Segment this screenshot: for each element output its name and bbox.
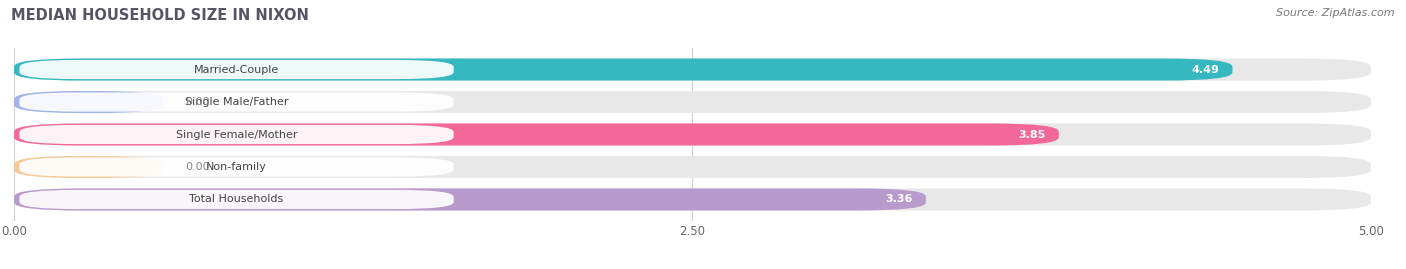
Text: Married-Couple: Married-Couple xyxy=(194,65,280,75)
FancyBboxPatch shape xyxy=(14,58,1371,81)
Text: Total Households: Total Households xyxy=(190,194,284,204)
Text: Non-family: Non-family xyxy=(207,162,267,172)
Text: Source: ZipAtlas.com: Source: ZipAtlas.com xyxy=(1277,8,1395,18)
Text: Single Male/Father: Single Male/Father xyxy=(184,97,288,107)
FancyBboxPatch shape xyxy=(14,91,1371,113)
FancyBboxPatch shape xyxy=(14,188,1371,211)
Text: 0.00: 0.00 xyxy=(186,97,209,107)
Text: Single Female/Mother: Single Female/Mother xyxy=(176,129,297,140)
FancyBboxPatch shape xyxy=(14,156,1371,178)
Text: 0.00: 0.00 xyxy=(186,162,209,172)
Text: MEDIAN HOUSEHOLD SIZE IN NIXON: MEDIAN HOUSEHOLD SIZE IN NIXON xyxy=(11,8,309,23)
Text: 4.49: 4.49 xyxy=(1191,65,1219,75)
Text: 3.85: 3.85 xyxy=(1018,129,1045,140)
FancyBboxPatch shape xyxy=(14,123,1059,146)
FancyBboxPatch shape xyxy=(14,58,1233,81)
FancyBboxPatch shape xyxy=(20,60,454,79)
FancyBboxPatch shape xyxy=(14,188,925,211)
FancyBboxPatch shape xyxy=(20,157,454,176)
FancyBboxPatch shape xyxy=(14,123,1371,146)
FancyBboxPatch shape xyxy=(20,93,454,112)
FancyBboxPatch shape xyxy=(20,125,454,144)
FancyBboxPatch shape xyxy=(14,156,163,178)
FancyBboxPatch shape xyxy=(20,190,454,209)
Text: 3.36: 3.36 xyxy=(884,194,912,204)
FancyBboxPatch shape xyxy=(14,91,163,113)
